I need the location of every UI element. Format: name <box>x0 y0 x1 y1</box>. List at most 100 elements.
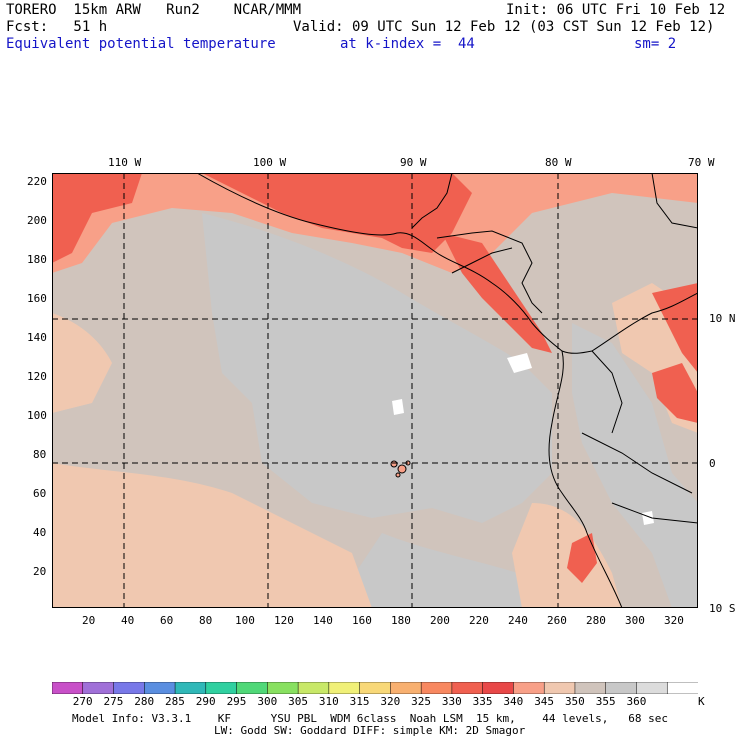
x-tick: 80 <box>199 614 213 627</box>
colorbar-swatch <box>82 682 115 694</box>
colorbar <box>52 682 698 694</box>
colorbar-swatch <box>52 682 84 694</box>
field-region <box>567 533 597 583</box>
coastline <box>651 173 698 229</box>
coastline <box>436 230 543 314</box>
colorbar-swatch <box>359 682 391 694</box>
colorbar-label: 325 <box>411 695 432 708</box>
y-tick: 40 <box>33 526 47 539</box>
colorbar-swatch <box>605 682 638 694</box>
physics-info: LW: Godd SW: Goddard DIFF: simple KM: 2D… <box>214 724 526 737</box>
y-tick: 140 <box>27 331 47 344</box>
lon-label-90w: 90 W <box>400 156 427 169</box>
field-region <box>642 511 654 525</box>
colorbar-label: 290 <box>195 695 216 708</box>
colorbar-swatch <box>297 682 330 694</box>
colorbar-label: 305 <box>288 695 308 708</box>
colorbar-swatch <box>666 682 698 694</box>
valid-time: Valid: 09 UTC Sun 12 Feb 12 (03 CST Sun … <box>293 19 715 35</box>
x-tick: 60 <box>160 614 174 627</box>
x-tick: 240 <box>508 614 528 627</box>
forecast-hour: Fcst: 51 h <box>6 19 108 35</box>
colorbar-label: 295 <box>226 695 247 708</box>
island <box>395 472 401 478</box>
colorbar-label: 345 <box>534 695 555 708</box>
colorbar-unit: K <box>698 695 705 708</box>
field-name: Equivalent potential temperature <box>6 36 276 52</box>
x-tick: 280 <box>586 614 606 627</box>
y-tick: 180 <box>27 253 47 266</box>
x-tick: 300 <box>625 614 645 627</box>
x-tick: 180 <box>391 614 411 627</box>
colorbar-swatch <box>267 682 299 694</box>
y-tick: 80 <box>33 448 47 461</box>
field-region <box>202 213 552 523</box>
x-tick: 200 <box>430 614 450 627</box>
colorbar-label: 310 <box>318 695 339 708</box>
x-tick: 260 <box>547 614 567 627</box>
colorbar-label: 275 <box>103 695 124 708</box>
field-region <box>652 363 698 423</box>
colorbar-label: 355 <box>595 695 616 708</box>
field-region <box>52 463 372 608</box>
coastline <box>411 173 453 229</box>
model-title: TORERO 15km ARW Run2 NCAR/MMM <box>6 2 302 18</box>
coastline <box>196 173 593 354</box>
country-border <box>451 247 513 274</box>
colorbar-swatch <box>144 682 176 694</box>
x-tick: 320 <box>664 614 684 627</box>
lon-label-80w: 80 W <box>545 156 572 169</box>
field-region <box>52 173 142 263</box>
colorbar-swatch <box>174 682 207 694</box>
colorbar-swatch <box>482 682 514 694</box>
island <box>397 464 407 474</box>
x-tick: 120 <box>274 614 294 627</box>
lat-label-0: 0 <box>709 457 716 470</box>
colorbar-label: 320 <box>380 695 401 708</box>
colorbar-swatch <box>451 682 484 694</box>
island <box>390 460 398 468</box>
colorbar-swatch <box>420 682 453 694</box>
colorbar-label: 285 <box>165 695 185 708</box>
colorbar-swatch <box>328 682 361 694</box>
colorbar-swatch <box>513 682 545 694</box>
field-region <box>507 353 532 373</box>
colorbar-swatch <box>236 682 268 694</box>
field-region <box>512 503 622 608</box>
colorbar-label: 350 <box>564 695 585 708</box>
colorbar-label: 360 <box>626 695 647 708</box>
lon-label-70w: 70 W <box>688 156 715 169</box>
colorbar-swatch <box>113 682 145 694</box>
y-tick: 100 <box>27 409 47 422</box>
field-region <box>392 399 404 415</box>
lat-label-10s: 10 S <box>709 602 736 615</box>
coastline <box>548 350 623 608</box>
field-region <box>352 533 532 608</box>
colorbar-swatch <box>205 682 238 694</box>
map-panel <box>52 173 698 608</box>
y-tick: 20 <box>33 565 47 578</box>
x-tick: 220 <box>469 614 489 627</box>
lat-label-10n: 10 N <box>709 312 736 325</box>
y-tick: 160 <box>27 292 47 305</box>
x-tick: 100 <box>235 614 255 627</box>
map-frame <box>52 173 698 608</box>
init-time: Init: 06 UTC Fri 10 Feb 12 <box>506 2 726 18</box>
y-tick: 120 <box>27 370 47 383</box>
colorbar-swatch <box>390 682 422 694</box>
smoothing-info: sm= 2 <box>634 36 677 52</box>
colorbar-label: 270 <box>72 695 93 708</box>
colorbar-label: 315 <box>349 695 370 708</box>
country-border <box>591 350 623 434</box>
field-region <box>442 233 552 353</box>
y-tick: 60 <box>33 487 47 500</box>
colorbar-swatch <box>636 682 668 694</box>
x-tick: 140 <box>313 614 333 627</box>
level-info: at k-index = 44 <box>340 36 475 52</box>
x-tick: 160 <box>352 614 372 627</box>
field-region <box>52 313 112 413</box>
colorbar-label: 335 <box>472 695 493 708</box>
colorbar-label: 280 <box>134 695 155 708</box>
field-region <box>652 283 698 373</box>
country-border <box>611 502 698 524</box>
